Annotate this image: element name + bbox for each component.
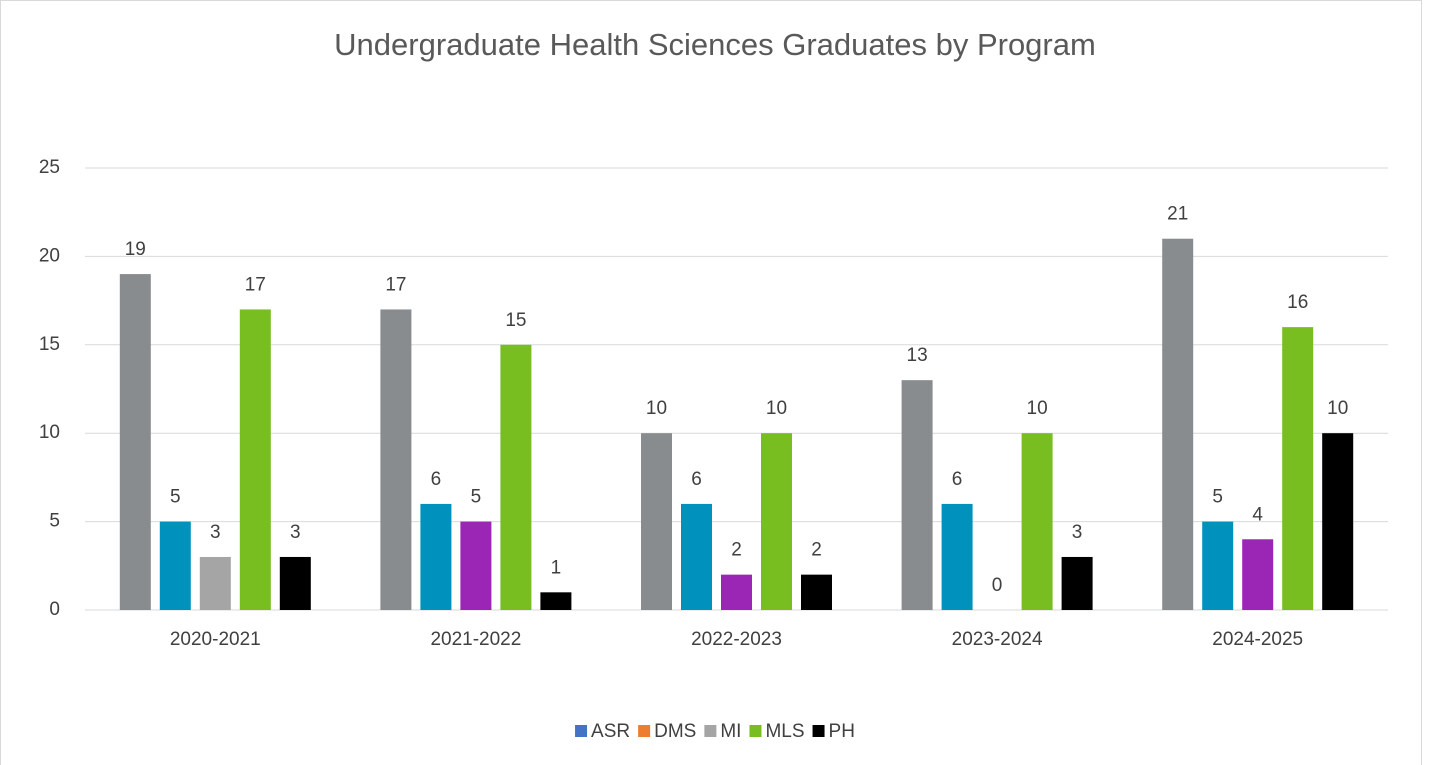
- x-tick-label: 2021-2022: [430, 629, 521, 650]
- data-label: 0: [992, 575, 1003, 596]
- data-label: 10: [646, 398, 667, 419]
- bar: [279, 556, 311, 610]
- bar: [1322, 433, 1354, 610]
- legend-swatch: [749, 725, 762, 737]
- legend-label: ASR: [591, 721, 630, 742]
- legend-swatch: [704, 725, 717, 737]
- bar: [681, 503, 712, 610]
- legend-label: PH: [829, 721, 855, 742]
- bar: [380, 309, 412, 610]
- y-tick-label: 20: [39, 245, 60, 266]
- bar: [801, 574, 832, 610]
- x-tick-label: 2020-2021: [170, 629, 261, 650]
- data-label: 5: [471, 487, 482, 508]
- bar: [540, 592, 572, 610]
- chart-title: Undergraduate Health Sciences Graduates …: [334, 27, 1096, 62]
- bar: [941, 503, 973, 610]
- legend-swatch: [638, 725, 651, 737]
- data-label: 3: [210, 522, 221, 543]
- data-label: 10: [1027, 398, 1048, 419]
- data-label: 16: [1287, 292, 1308, 313]
- y-tick-label: 5: [49, 511, 60, 532]
- bar: [1061, 556, 1093, 610]
- bar: [761, 433, 792, 610]
- bar: [239, 309, 271, 610]
- y-tick-label: 10: [39, 422, 60, 443]
- x-tick-label: 2023-2024: [952, 629, 1043, 650]
- legend-label: MI: [720, 721, 741, 742]
- data-label: 13: [907, 345, 928, 366]
- legend-swatch: [812, 725, 825, 737]
- bar: [641, 433, 672, 610]
- bar: [460, 521, 492, 610]
- data-label: 21: [1167, 204, 1188, 225]
- data-label: 2: [811, 540, 822, 561]
- bar: [500, 344, 532, 610]
- bar: [119, 274, 151, 610]
- data-label: 1: [551, 557, 562, 578]
- data-label: 15: [505, 310, 526, 331]
- legend-swatch: [575, 725, 588, 737]
- data-label: 3: [290, 522, 301, 543]
- data-label: 3: [1072, 522, 1083, 543]
- y-tick-label: 0: [49, 599, 60, 620]
- data-label: 10: [1327, 398, 1348, 419]
- bar: [1242, 539, 1274, 610]
- bar: [420, 503, 452, 610]
- legend-label: MLS: [765, 721, 804, 742]
- data-label: 17: [245, 274, 266, 295]
- bar: [1282, 327, 1314, 610]
- bar: [721, 574, 752, 610]
- bar: [1162, 238, 1194, 610]
- data-label: 19: [125, 239, 146, 260]
- data-label: 6: [952, 469, 963, 490]
- bar: [199, 556, 231, 610]
- data-label: 17: [385, 274, 406, 295]
- y-tick-label: 25: [39, 157, 60, 178]
- data-label: 5: [170, 487, 181, 508]
- y-tick-label: 15: [39, 334, 60, 355]
- data-label: 10: [766, 398, 787, 419]
- data-label: 2: [731, 540, 742, 561]
- bar: [1202, 521, 1234, 610]
- bar: [901, 380, 933, 610]
- data-label: 6: [691, 469, 702, 490]
- bar: [1021, 433, 1053, 610]
- data-label: 5: [1212, 487, 1223, 508]
- bar: [159, 521, 191, 610]
- data-label: 6: [431, 469, 442, 490]
- data-label: 4: [1252, 504, 1263, 525]
- legend-label: DMS: [654, 721, 696, 742]
- x-tick-label: 2024-2025: [1212, 629, 1303, 650]
- x-tick-label: 2022-2023: [691, 629, 782, 650]
